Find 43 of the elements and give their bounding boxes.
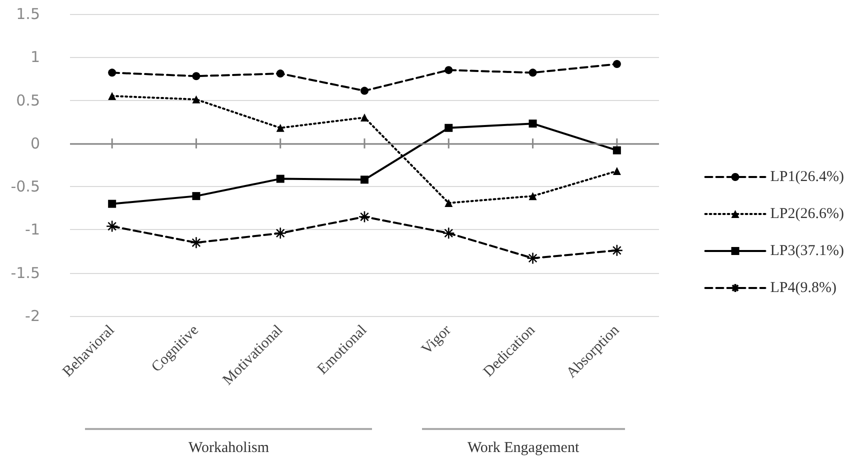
legend-label: LP4(9.8%) xyxy=(770,280,837,296)
legend-label: LP2(26.6%) xyxy=(770,206,844,222)
point xyxy=(360,86,368,95)
y-tick-label: -2 xyxy=(25,307,40,325)
legend-label: LP3(37.1%) xyxy=(770,243,844,259)
y-tick-label: -0.5 xyxy=(10,178,40,196)
point xyxy=(528,120,537,128)
y-tick-label: 1 xyxy=(30,48,40,66)
point xyxy=(528,192,537,200)
point xyxy=(444,66,453,74)
point xyxy=(192,192,200,200)
point xyxy=(190,236,202,249)
point xyxy=(106,220,118,232)
point xyxy=(276,124,284,132)
point xyxy=(610,244,624,257)
y-tick-label: 0.5 xyxy=(16,91,40,110)
point xyxy=(192,95,200,104)
point xyxy=(274,227,287,240)
y-tick-label: -1.5 xyxy=(10,264,40,282)
point xyxy=(360,176,368,184)
point xyxy=(108,92,116,100)
y-tick-label: 1.5 xyxy=(16,5,40,23)
point xyxy=(612,167,621,176)
point xyxy=(276,70,284,78)
point xyxy=(442,227,455,240)
text: Workaholism xyxy=(188,440,270,457)
point xyxy=(358,210,371,223)
point xyxy=(444,198,453,207)
point xyxy=(526,252,539,264)
point xyxy=(612,60,621,68)
point xyxy=(360,114,368,122)
point xyxy=(612,146,621,154)
point xyxy=(528,68,537,77)
y-tick-label: -1 xyxy=(25,220,40,239)
point xyxy=(108,200,116,208)
legend-label: LP1(26.4%) xyxy=(770,169,844,185)
text: Work Engagement xyxy=(467,440,580,457)
point xyxy=(108,68,116,77)
y-tick-label: 0 xyxy=(30,134,40,152)
point xyxy=(276,174,284,183)
x-tick-label: Vigor xyxy=(418,322,454,358)
point xyxy=(192,72,200,80)
point xyxy=(444,124,453,132)
